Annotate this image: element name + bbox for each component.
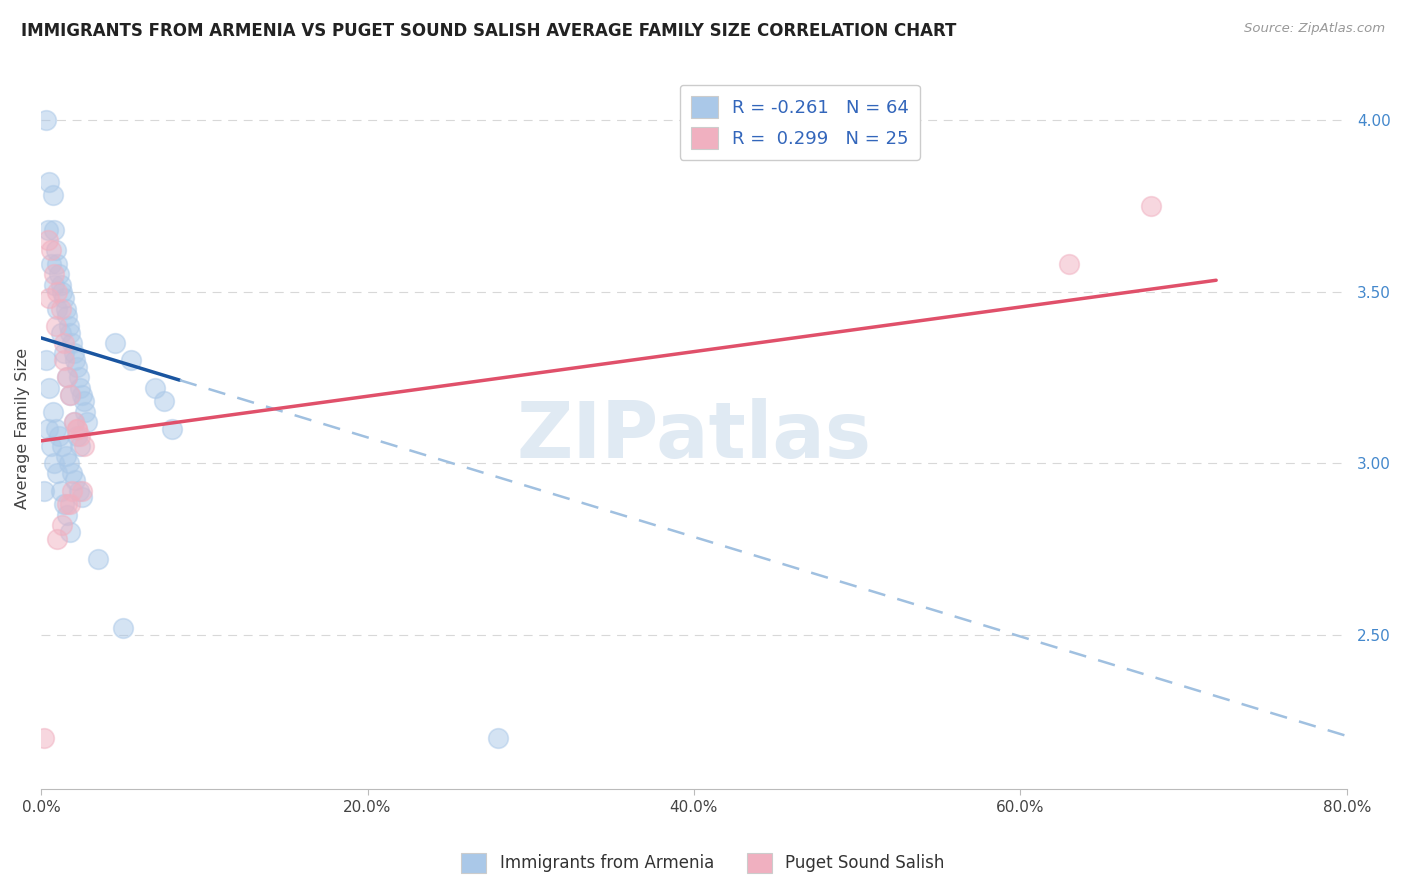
Point xyxy=(35,353,58,368)
Point xyxy=(37,422,59,436)
Point xyxy=(46,532,69,546)
Point xyxy=(52,292,75,306)
Point xyxy=(52,497,75,511)
Point xyxy=(59,387,82,401)
Point xyxy=(66,360,89,375)
Point xyxy=(56,508,79,522)
Point xyxy=(59,326,82,340)
Point xyxy=(41,188,63,202)
Point xyxy=(48,268,70,282)
Point xyxy=(39,257,62,271)
Point xyxy=(41,405,63,419)
Point xyxy=(69,439,91,453)
Point xyxy=(59,387,82,401)
Point xyxy=(65,473,87,487)
Point xyxy=(52,346,75,360)
Point xyxy=(62,415,84,429)
Point xyxy=(143,381,166,395)
Point xyxy=(76,415,98,429)
Point xyxy=(67,483,90,498)
Point xyxy=(486,731,509,745)
Point xyxy=(59,497,82,511)
Point xyxy=(49,301,72,316)
Point xyxy=(58,456,80,470)
Point xyxy=(34,731,56,745)
Point xyxy=(52,353,75,368)
Point xyxy=(45,318,67,333)
Point xyxy=(55,301,77,316)
Point xyxy=(58,318,80,333)
Point xyxy=(35,113,58,128)
Point xyxy=(51,285,73,299)
Point xyxy=(70,483,93,498)
Point xyxy=(70,387,93,401)
Point xyxy=(103,336,125,351)
Point xyxy=(72,439,94,453)
Point xyxy=(56,497,79,511)
Point xyxy=(39,244,62,258)
Point xyxy=(65,353,87,368)
Point xyxy=(120,353,142,368)
Text: IMMIGRANTS FROM ARMENIA VS PUGET SOUND SALISH AVERAGE FAMILY SIZE CORRELATION CH: IMMIGRANTS FROM ARMENIA VS PUGET SOUND S… xyxy=(21,22,956,40)
Point xyxy=(62,415,84,429)
Point xyxy=(87,552,110,566)
Point xyxy=(49,277,72,292)
Point xyxy=(111,621,134,635)
Point xyxy=(60,483,83,498)
Point xyxy=(152,394,174,409)
Legend: R = -0.261   N = 64, R =  0.299   N = 25: R = -0.261 N = 64, R = 0.299 N = 25 xyxy=(681,85,920,160)
Point xyxy=(46,467,69,481)
Point xyxy=(69,381,91,395)
Point xyxy=(48,428,70,442)
Point xyxy=(62,346,84,360)
Point xyxy=(49,483,72,498)
Point xyxy=(66,422,89,436)
Point xyxy=(44,277,66,292)
Point xyxy=(38,381,60,395)
Point xyxy=(46,285,69,299)
Point xyxy=(1059,257,1081,271)
Point xyxy=(56,370,79,384)
Point xyxy=(59,524,82,539)
Point xyxy=(72,394,94,409)
Point xyxy=(67,370,90,384)
Point xyxy=(45,244,67,258)
Point xyxy=(66,422,89,436)
Point xyxy=(46,301,69,316)
Point xyxy=(51,439,73,453)
Point xyxy=(60,467,83,481)
Point xyxy=(39,439,62,453)
Point xyxy=(56,309,79,323)
Point xyxy=(56,370,79,384)
Point xyxy=(34,483,56,498)
Point xyxy=(44,223,66,237)
Point xyxy=(1140,199,1163,213)
Point xyxy=(51,517,73,532)
Point xyxy=(69,428,91,442)
Point xyxy=(37,233,59,247)
Point xyxy=(70,491,93,505)
Point xyxy=(55,450,77,464)
Point xyxy=(44,456,66,470)
Point xyxy=(49,326,72,340)
Legend: Immigrants from Armenia, Puget Sound Salish: Immigrants from Armenia, Puget Sound Sal… xyxy=(454,847,952,880)
Point xyxy=(66,428,89,442)
Point xyxy=(38,175,60,189)
Text: Source: ZipAtlas.com: Source: ZipAtlas.com xyxy=(1244,22,1385,36)
Point xyxy=(75,405,97,419)
Point xyxy=(46,257,69,271)
Point xyxy=(160,422,183,436)
Point xyxy=(37,223,59,237)
Point xyxy=(52,336,75,351)
Text: ZIPatlas: ZIPatlas xyxy=(516,398,872,474)
Point xyxy=(60,336,83,351)
Point xyxy=(44,268,66,282)
Point xyxy=(45,422,67,436)
Y-axis label: Average Family Size: Average Family Size xyxy=(15,348,30,509)
Point xyxy=(38,292,60,306)
